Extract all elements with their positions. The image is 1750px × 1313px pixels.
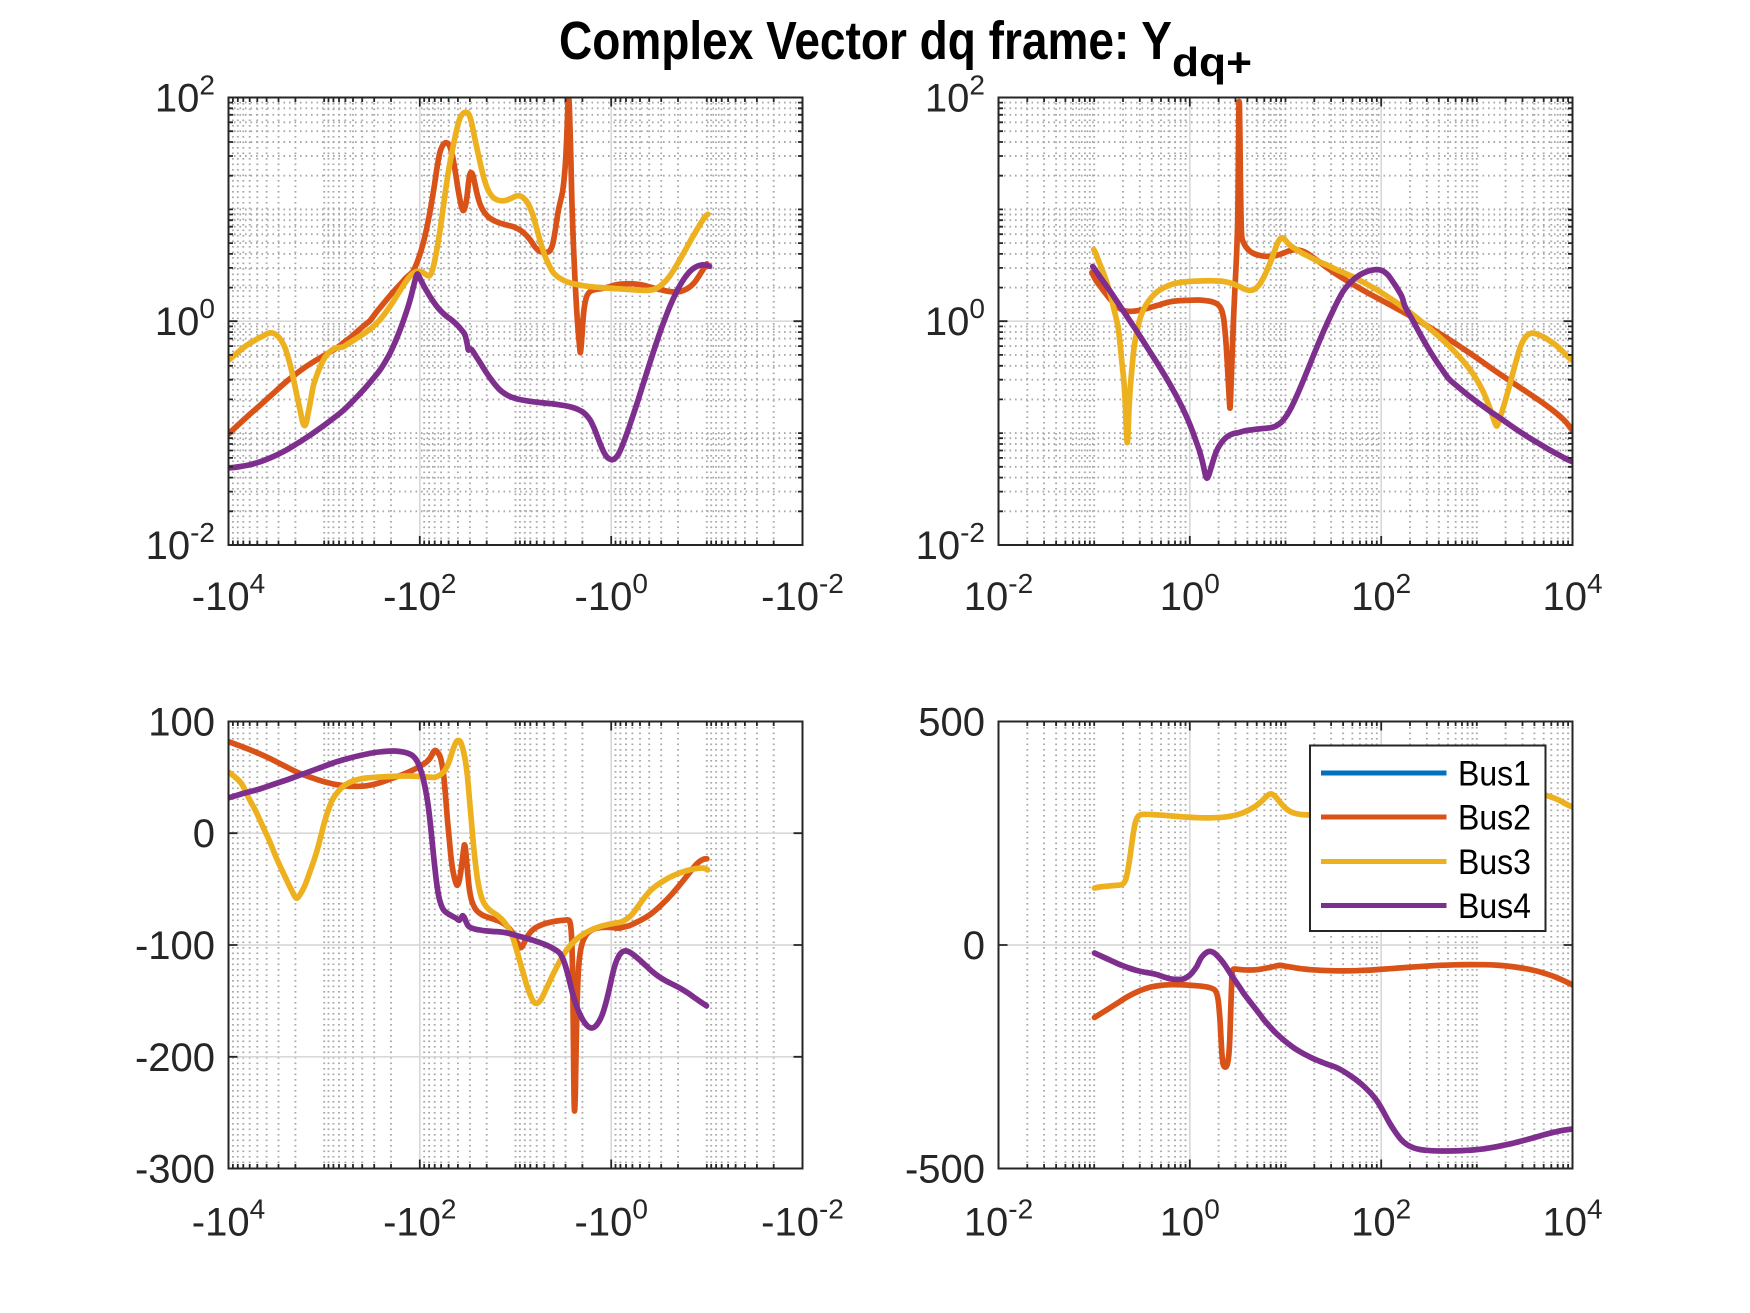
svg-text:100: 100: [1160, 568, 1220, 619]
svg-text:-300: -300: [135, 1148, 215, 1192]
svg-text:-200: -200: [135, 1036, 215, 1080]
svg-text:Bus2: Bus2: [1458, 798, 1531, 838]
svg-text:0: 0: [193, 812, 215, 856]
svg-text:Bus4: Bus4: [1458, 886, 1531, 926]
svg-text:102: 102: [925, 70, 985, 121]
svg-text:102: 102: [155, 70, 215, 121]
svg-text:100: 100: [155, 293, 215, 344]
svg-text:102: 102: [1351, 568, 1411, 619]
svg-text:100: 100: [148, 701, 215, 745]
svg-text:10-2: 10-2: [964, 1194, 1033, 1245]
svg-text:102: 102: [1351, 1194, 1411, 1245]
svg-text:0: 0: [963, 924, 985, 968]
svg-text:-100: -100: [575, 568, 648, 619]
svg-text:-104: -104: [192, 1194, 265, 1245]
svg-text:10-2: 10-2: [964, 568, 1033, 619]
svg-text:Bus1: Bus1: [1458, 754, 1531, 794]
svg-text:Complex Vector dq frame: Ydq+: Complex Vector dq frame: Ydq+: [559, 11, 1252, 85]
svg-text:10-2: 10-2: [146, 517, 215, 568]
svg-text:104: 104: [1542, 568, 1602, 619]
svg-text:500: 500: [918, 701, 985, 745]
svg-text:-10-2: -10-2: [761, 1194, 844, 1245]
svg-text:-10-2: -10-2: [761, 568, 844, 619]
svg-text:-102: -102: [383, 568, 456, 619]
svg-text:-104: -104: [192, 568, 265, 619]
svg-text:-500: -500: [905, 1148, 985, 1192]
svg-text:100: 100: [1160, 1194, 1220, 1245]
svg-text:104: 104: [1542, 1194, 1602, 1245]
svg-text:-100: -100: [135, 924, 215, 968]
svg-text:-102: -102: [383, 1194, 456, 1245]
svg-text:-100: -100: [575, 1194, 648, 1245]
svg-text:100: 100: [925, 293, 985, 344]
svg-text:Bus3: Bus3: [1458, 842, 1531, 882]
svg-text:10-2: 10-2: [916, 517, 985, 568]
